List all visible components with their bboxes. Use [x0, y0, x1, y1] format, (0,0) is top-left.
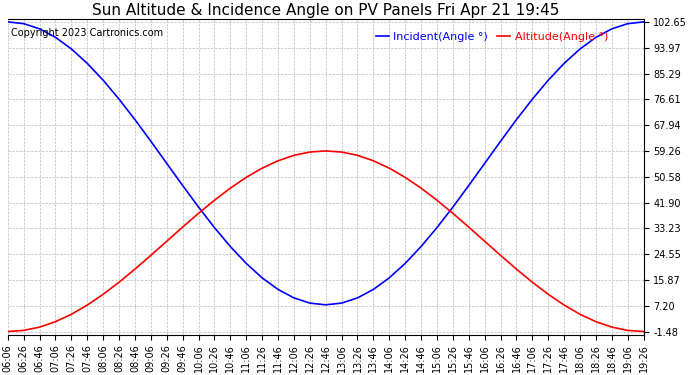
Legend: Incident(Angle °), Altitude(Angle °): Incident(Angle °), Altitude(Angle °) — [371, 28, 613, 46]
Title: Sun Altitude & Incidence Angle on PV Panels Fri Apr 21 19:45: Sun Altitude & Incidence Angle on PV Pan… — [92, 3, 560, 18]
Text: Copyright 2023 Cartronics.com: Copyright 2023 Cartronics.com — [11, 28, 163, 38]
